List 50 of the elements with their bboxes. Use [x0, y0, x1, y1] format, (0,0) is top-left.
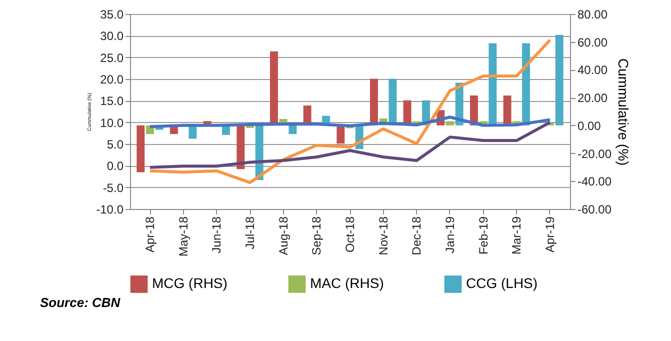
x-tick-label: Sep-18 [310, 216, 324, 256]
x-tick-label: Apr-18 [143, 216, 157, 253]
bar [288, 125, 297, 134]
x-tick-label: Oct-18 [343, 216, 357, 253]
x-tick-label: Mar-19 [510, 216, 524, 255]
bar [370, 78, 378, 126]
y-tick-label: -5.0 [102, 180, 124, 195]
legend-label: MAC (RHS) [310, 275, 384, 292]
bar [136, 125, 145, 172]
y2-tick-label: 80.00 [578, 8, 608, 22]
y-tick-label: 0.0 [106, 159, 124, 174]
x-tick-label: May-18 [176, 216, 190, 257]
x-tick-label: Aug-18 [276, 216, 290, 256]
line-series [148, 120, 552, 169]
line-series [148, 116, 552, 128]
x-tick-label: Feb-19 [476, 216, 490, 255]
legend-label: MCG (RHS) [152, 275, 228, 292]
bar [503, 95, 512, 126]
y-tick-label: 10.0 [100, 116, 124, 130]
y2-tick-label: 40.00 [578, 63, 608, 78]
y2-tick-label: 20.00 [578, 91, 608, 106]
y-tick-label: 25.0 [100, 50, 124, 65]
line-series [148, 38, 552, 184]
bar [522, 43, 530, 126]
bar [388, 78, 397, 126]
y2-tick-label: 0.00 [578, 118, 602, 133]
x-tick-label: Jul-18 [243, 216, 257, 250]
bar [403, 100, 412, 126]
source-note: Source: CBN [40, 295, 121, 310]
y2-tick-label: -60.00 [578, 202, 612, 216]
y-tick-label: 35.0 [100, 8, 124, 22]
y-tick-label: 5.0 [106, 138, 124, 152]
y-tick-label: 20.0 [100, 72, 124, 86]
legend-label: CCG (LHS) [466, 275, 538, 292]
bar [446, 121, 454, 126]
y2-axis-title: Cummulative (%) [616, 58, 632, 166]
bar [488, 43, 497, 126]
x-tick-label: Nov-18 [376, 216, 390, 256]
y2-tick-label: -40.00 [578, 174, 612, 189]
x-tick-label: Jun-18 [210, 216, 224, 254]
y2-tick-label: -20.00 [578, 146, 612, 161]
y-tick-label: 30.0 [100, 29, 124, 44]
x-tick-label: Apr-19 [543, 216, 557, 253]
y-tick-label: -10.0 [96, 202, 124, 216]
x-tick-label: Jan-19 [443, 216, 457, 254]
bar [336, 125, 345, 144]
y2-tick-label: 60.00 [578, 35, 608, 50]
bar [555, 34, 564, 126]
y-tick-label: 15.0 [100, 94, 124, 108]
x-tick-label: Dec-18 [410, 216, 424, 256]
